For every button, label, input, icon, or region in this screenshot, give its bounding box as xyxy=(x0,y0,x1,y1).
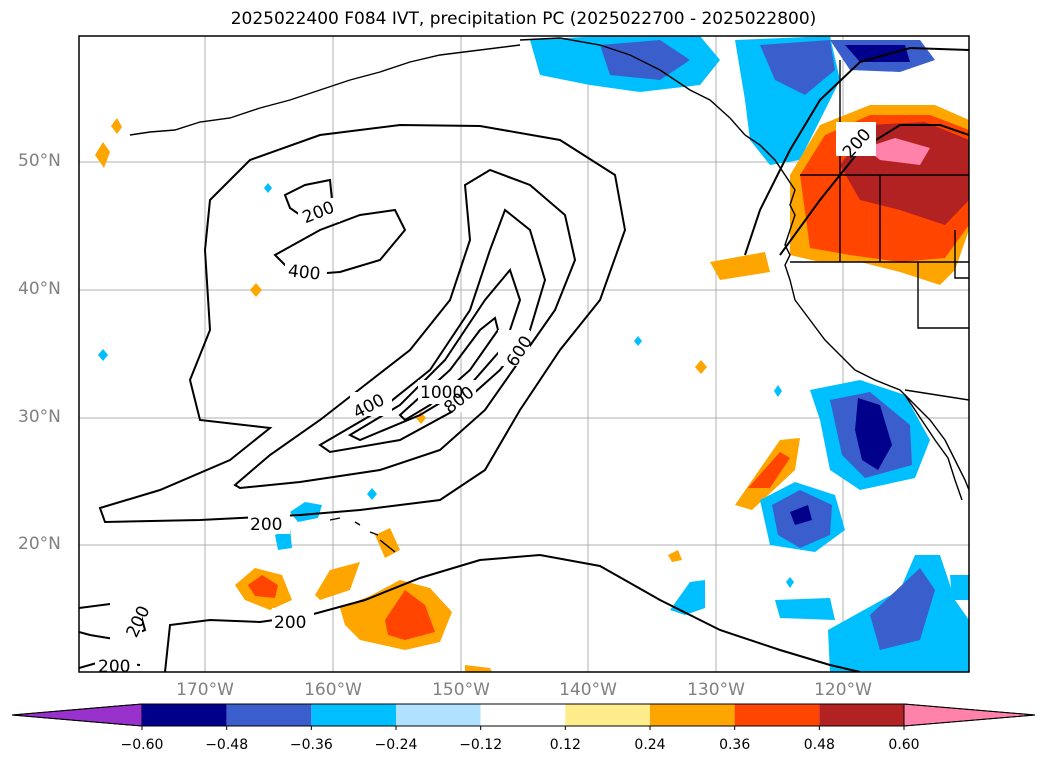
precip-dot-negative-36n xyxy=(634,336,642,346)
colorbar-segment xyxy=(142,704,227,726)
precip-negative-baja-core xyxy=(855,398,892,470)
border-mexico xyxy=(904,389,969,401)
precip-positive-south-b xyxy=(315,562,360,600)
precip-dot-negative-48n xyxy=(264,183,272,193)
precip-dot-negative-35n xyxy=(98,349,108,361)
map-title: 2025022400 F084 IVT, precipitation PC (2… xyxy=(230,9,817,29)
lat-label-50n: 50°N xyxy=(18,151,61,171)
precip-negative-gulf-alaska-core xyxy=(600,40,690,80)
precip-positive-south-a-core xyxy=(385,590,435,640)
precip-dot-negative-32n xyxy=(774,385,782,397)
colorbar-segment xyxy=(480,704,566,726)
precip-dot-positive-nw xyxy=(95,142,110,168)
colorbar-segment xyxy=(396,704,481,726)
colorbar-tick-label: −0.24 xyxy=(374,737,418,753)
coast-west xyxy=(744,134,969,491)
precip-positive-south-c-core xyxy=(248,575,278,598)
lon-label-130w: 130°W xyxy=(687,680,745,700)
coast-aleutians xyxy=(129,44,521,136)
colorbar xyxy=(11,703,1036,730)
ivt-200-pnw-right xyxy=(779,124,969,256)
precip-negative-pnw-core xyxy=(760,40,835,95)
lon-label-140w: 140°W xyxy=(559,680,617,700)
colorbar-segment xyxy=(565,704,650,726)
precip-negative-hawaii-a xyxy=(290,502,322,522)
contour-label-knockouts xyxy=(95,122,876,672)
ivt-200-contour xyxy=(98,123,627,524)
contour-label-200-bottom: 200 xyxy=(98,657,130,677)
precip-negative-southeast xyxy=(775,598,835,620)
coast-alaska xyxy=(519,37,746,136)
colorbar-extend-high xyxy=(903,703,1036,727)
precip-negative-near-135w xyxy=(670,580,705,615)
contour-label-200-southwest: 200 xyxy=(274,613,306,633)
border-states xyxy=(790,60,969,329)
colorbar-extend-low xyxy=(11,703,143,727)
precip-dot-negative-17n xyxy=(786,577,794,588)
colorbar-tick-label: 0.48 xyxy=(803,737,835,753)
colorbar-tick-label: 0.24 xyxy=(634,737,666,753)
contour-label-1000: 1000 xyxy=(420,383,463,403)
colorbar-segment xyxy=(819,704,904,726)
contour-label-400-nw: 400 xyxy=(287,261,321,284)
precip-fills xyxy=(95,36,969,672)
precip-negative-southeast-edge xyxy=(950,575,969,600)
precip-positive-offshore-40n xyxy=(710,252,770,280)
precip-positive-bottom xyxy=(465,665,492,672)
ivt-600-contour xyxy=(318,208,547,454)
coast-baja xyxy=(904,394,963,501)
ivt-400-contour xyxy=(233,168,577,490)
contour-label-200-south: 200 xyxy=(250,515,282,535)
precip-dot-positive-nw2 xyxy=(111,118,122,134)
colorbar-segment xyxy=(226,704,312,726)
lon-label-120w: 120°W xyxy=(814,680,872,700)
colorbar-tick-label: 0.12 xyxy=(549,737,581,753)
ivt-contours xyxy=(79,46,969,672)
lon-label-170w: 170°W xyxy=(176,680,234,700)
colorbar-tick-label: −0.36 xyxy=(289,737,333,753)
colorbar-segment xyxy=(311,704,396,726)
ivt-800-contour xyxy=(347,267,522,442)
precip-dot-negative-24n xyxy=(367,488,377,500)
map-frame xyxy=(78,35,970,673)
precip-positive-25n-core xyxy=(748,452,790,488)
colorbar-tick-label: 0.60 xyxy=(888,737,920,753)
lat-label-40n: 40°N xyxy=(18,279,61,299)
precip-negative-bc-north-core xyxy=(845,45,910,62)
coast-hawaii xyxy=(329,517,396,553)
ivt-200-pnw xyxy=(744,46,969,256)
lon-label-150w: 150°W xyxy=(432,680,490,700)
coastlines xyxy=(129,37,969,553)
precip-negative-southeast-core xyxy=(870,568,935,650)
colorbar-tick-label: 0.36 xyxy=(719,737,751,753)
precip-negative-22n-center xyxy=(790,505,812,525)
lat-label-20n: 20°N xyxy=(18,534,61,554)
lon-label-160w: 160°W xyxy=(304,680,362,700)
precip-positive-northwest-peak xyxy=(865,138,930,165)
precip-positive-hawaii xyxy=(375,528,400,558)
colorbar-tick-label: −0.48 xyxy=(205,737,249,753)
ivt-200-south-long xyxy=(164,553,861,672)
precip-dot-positive-40n xyxy=(250,283,262,297)
precip-dot-positive-34n xyxy=(695,360,707,374)
colorbar-tick-label: −0.12 xyxy=(459,737,503,753)
colorbar-tick-label: −0.60 xyxy=(120,737,164,753)
contour-labels: 200 400 600 800 1000 200 200 200 200 200… xyxy=(98,125,875,677)
lat-label-30n: 30°N xyxy=(18,407,61,427)
colorbar-segment xyxy=(650,704,735,726)
precip-dot-positive-19n xyxy=(668,550,682,562)
colorbar-segment xyxy=(734,704,820,726)
